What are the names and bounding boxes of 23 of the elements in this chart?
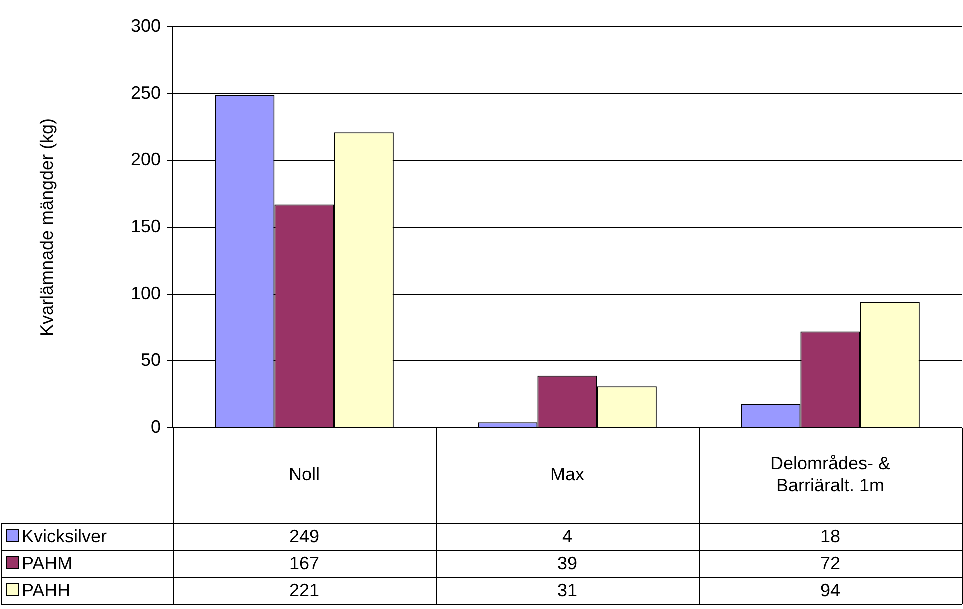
- x-tick-label: Noll: [288, 464, 320, 484]
- data-label: 72: [820, 553, 841, 574]
- data-label: 221: [289, 580, 320, 600]
- x-tick-label: Delområdes- & Barriäralt. 1m: [770, 453, 891, 496]
- data-label: 4: [562, 526, 573, 546]
- y-tick-label: 250: [130, 82, 161, 103]
- data-label: 167: [289, 553, 320, 574]
- data-label: 249: [289, 526, 320, 546]
- legend-label: PAHM: [22, 553, 73, 574]
- y-tick-label: 300: [130, 16, 161, 36]
- y-tick-label: 50: [140, 350, 161, 370]
- y-tick-label: 0: [150, 416, 161, 437]
- legend-label: Kvicksilver: [22, 526, 108, 546]
- data-label: 18: [820, 526, 841, 546]
- y-tick-label: 150: [130, 216, 161, 236]
- data-label: 94: [820, 580, 841, 600]
- y-tick-label: 200: [130, 150, 161, 170]
- x-tick-label: Max: [550, 464, 585, 484]
- data-label: 39: [557, 553, 578, 574]
- y-axis-title: Kvarlämnade mängder (kg): [36, 118, 57, 337]
- y-tick-label: 100: [130, 283, 161, 304]
- legend-label: PAHH: [22, 580, 71, 600]
- data-label: 31: [557, 580, 578, 600]
